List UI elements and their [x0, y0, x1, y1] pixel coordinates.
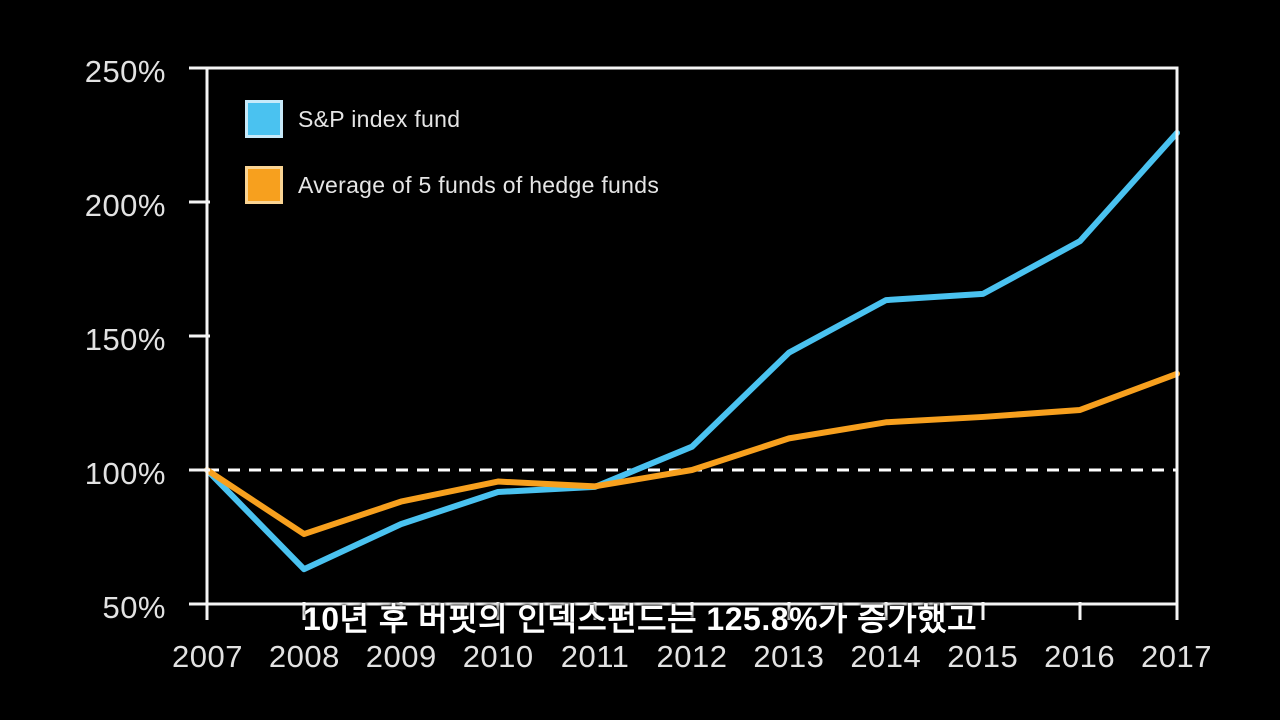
- legend-item-hedge-funds: Average of 5 funds of hedge funds: [245, 166, 659, 204]
- x-axis-label-2014: 2014: [850, 639, 922, 674]
- y-axis-label-150: 150%: [84, 322, 166, 357]
- series-line-0: [204, 129, 1180, 573]
- y-axis-label-50: 50%: [102, 590, 166, 625]
- x-axis-label-2016: 2016: [1044, 639, 1116, 674]
- x-axis-label-2010: 2010: [462, 639, 534, 674]
- x-axis-label-2008: 2008: [268, 639, 340, 674]
- chart-legend: S&P index fund Average of 5 funds of hed…: [245, 100, 659, 204]
- series-line-1: [204, 370, 1180, 538]
- x-axis-label-2007: 2007: [171, 639, 243, 674]
- legend-swatch-hedge-funds-icon: [245, 166, 283, 204]
- x-axis-label-2011: 2011: [560, 639, 630, 674]
- caption-subtitle: 10년 후 버핏의 인덱스펀드는 125.8%가 증가했고: [302, 601, 978, 637]
- x-axis-labels: 2007 2008 2009 2010 2011 2012 2013 2014 …: [159, 636, 1225, 678]
- legend-label-hedge-funds: Average of 5 funds of hedge funds: [298, 171, 660, 198]
- y-axis-label-100: 100%: [84, 456, 166, 491]
- x-axis-label-2015: 2015: [947, 639, 1019, 674]
- x-axis-label-2012: 2012: [656, 639, 728, 674]
- x-axis-label-2017: 2017: [1141, 639, 1212, 674]
- y-axis-label-200: 200%: [84, 188, 166, 223]
- legend-swatch-sp-index-fund-icon: [245, 100, 283, 138]
- legend-label-sp-index-fund: S&P index fund: [298, 105, 461, 132]
- x-axis-label-2009: 2009: [365, 639, 437, 674]
- x-axis-label-2013: 2013: [753, 639, 825, 674]
- y-axis-label-250: 250%: [84, 54, 166, 89]
- legend-item-sp-index-fund: S&P index fund: [245, 100, 659, 138]
